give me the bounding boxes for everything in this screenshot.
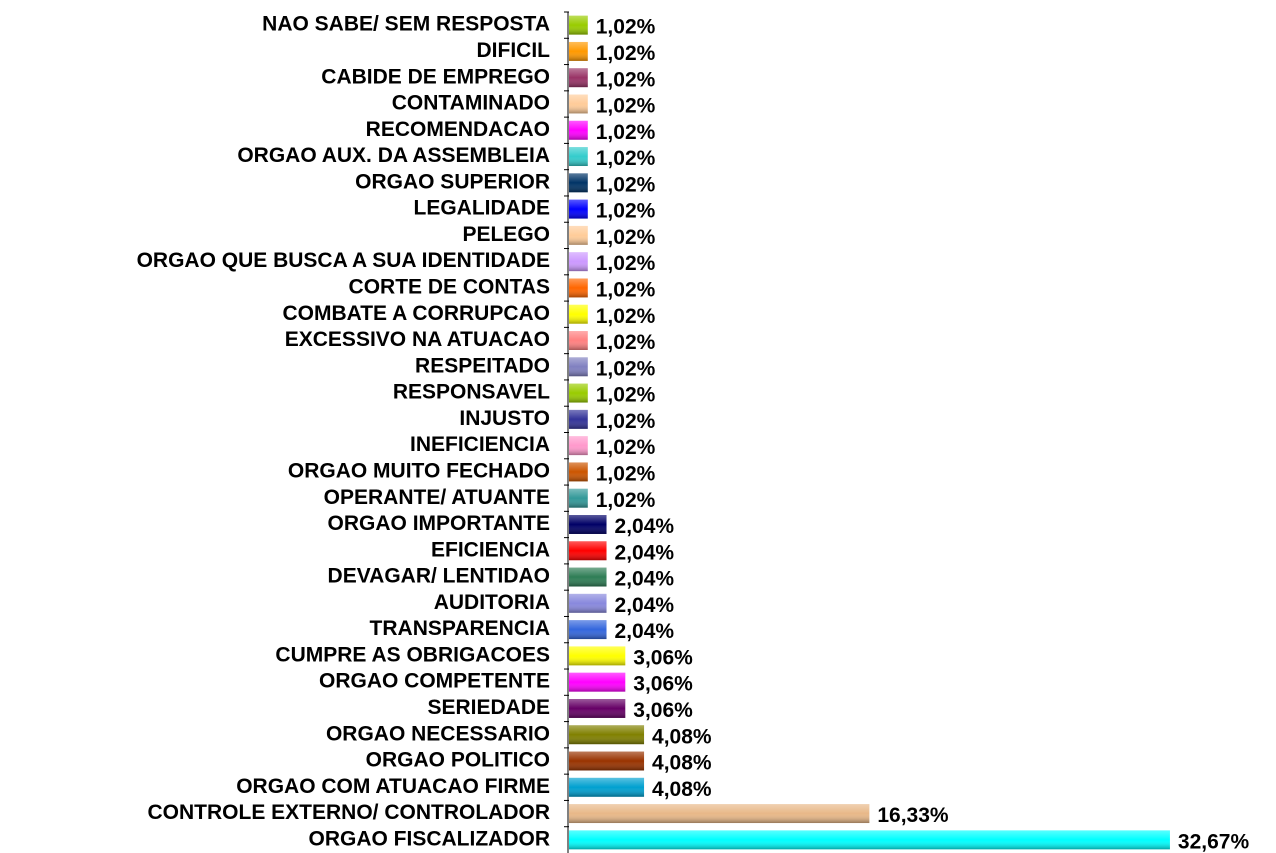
bar-shade: [569, 15, 588, 35]
bar-shade: [569, 593, 607, 613]
y-tick-label: PELEGO: [462, 223, 550, 246]
value-label: 1,02%: [596, 489, 656, 512]
bar-shade: [569, 436, 588, 456]
bar-shade: [569, 252, 588, 272]
bar-shade: [569, 41, 588, 61]
value-label: 1,02%: [596, 436, 656, 459]
value-label: 2,04%: [615, 594, 675, 617]
y-tick-label: CORTE DE CONTAS: [349, 276, 550, 299]
bar-shade: [569, 147, 588, 167]
bar-shade: [569, 462, 588, 482]
bar-shade: [569, 120, 588, 140]
value-label: 1,02%: [596, 305, 656, 328]
bar-shade: [569, 830, 1170, 850]
bar-shade: [569, 383, 588, 403]
y-tick-label: ORGAO NECESSARIO: [326, 722, 550, 745]
value-label: 4,08%: [652, 778, 712, 801]
y-tick-label: AUDITORIA: [434, 591, 550, 614]
value-label: 1,02%: [596, 384, 656, 407]
value-label: 2,04%: [615, 620, 675, 643]
bar-shade: [569, 199, 588, 219]
bar-shade: [569, 541, 607, 561]
bar-shade: [569, 409, 588, 429]
y-tick-label: OPERANTE/ ATUANTE: [324, 486, 550, 509]
bar-shade: [569, 94, 588, 114]
y-tick-label: ORGAO SUPERIOR: [355, 170, 550, 193]
value-label: 2,04%: [615, 568, 675, 591]
y-tick-label: NAO SABE/ SEM RESPOSTA: [262, 13, 550, 36]
value-label: 3,06%: [633, 646, 693, 669]
y-tick-label: TRANSPARENCIA: [370, 617, 550, 640]
value-label: 1,02%: [596, 95, 656, 118]
value-label: 3,06%: [633, 673, 693, 696]
value-label: 1,02%: [596, 331, 656, 354]
value-label: 3,06%: [633, 699, 693, 722]
bar-shade: [569, 804, 870, 824]
y-tick-label: ORGAO COMPETENTE: [319, 670, 550, 693]
bar-shade: [569, 567, 607, 587]
y-tick-label: ORGAO FISCALIZADOR: [309, 827, 551, 850]
value-label: 2,04%: [615, 541, 675, 564]
bar-shade: [569, 331, 588, 350]
bar-shade: [569, 357, 588, 377]
y-tick-label: RESPONSAVEL: [393, 381, 550, 404]
y-tick-label: LEGALIDADE: [414, 197, 551, 220]
y-tick-label: DEVAGAR/ LENTIDAO: [328, 565, 550, 588]
y-tick-label: CABIDE DE EMPREGO: [321, 65, 550, 88]
bar-shade: [569, 304, 588, 324]
y-tick-label: COMBATE A CORRUPCAO: [282, 302, 550, 325]
y-tick-label: ORGAO MUITO FECHADO: [288, 459, 550, 482]
value-label: 1,02%: [596, 121, 656, 144]
value-label: 4,08%: [652, 725, 712, 748]
bar-shade: [569, 173, 588, 193]
value-label: 1,02%: [596, 68, 656, 91]
bar-shade: [569, 488, 588, 508]
value-label: 1,02%: [596, 173, 656, 196]
bar-shade: [569, 751, 645, 771]
y-tick-label: INJUSTO: [459, 407, 550, 430]
bar-shade: [569, 620, 607, 640]
y-tick-label: SERIEDADE: [427, 696, 550, 719]
bar-shade: [569, 725, 645, 745]
value-label: 1,02%: [596, 16, 656, 39]
value-label: 1,02%: [596, 226, 656, 249]
bar-shade: [569, 777, 645, 797]
value-label: 1,02%: [596, 252, 656, 275]
y-tick-label: ORGAO IMPORTANTE: [328, 512, 550, 535]
bar-shade: [569, 672, 626, 692]
value-label: 1,02%: [596, 147, 656, 170]
bar-shade: [569, 515, 607, 534]
y-tick-label: EFICIENCIA: [431, 538, 550, 561]
y-tick-label: EXCESSIVO NA ATUACAO: [285, 328, 550, 351]
y-tick-label: DIFICIL: [477, 39, 551, 62]
value-label: 1,02%: [596, 42, 656, 65]
value-label: 32,67%: [1178, 830, 1250, 853]
y-tick-label: RESPEITADO: [415, 354, 550, 377]
y-tick-label: ORGAO COM ATUACAO FIRME: [236, 775, 550, 798]
bar-shade: [569, 225, 588, 245]
value-label: 2,04%: [615, 515, 675, 538]
y-tick-label: ORGAO POLITICO: [366, 749, 550, 772]
value-label: 4,08%: [652, 752, 712, 775]
y-tick-label: INEFICIENCIA: [410, 433, 550, 456]
y-tick-label: ORGAO AUX. DA ASSEMBLEIA: [237, 144, 550, 167]
y-tick-label: ORGAO QUE BUSCA A SUA IDENTIDADE: [137, 249, 550, 272]
bar-shade: [569, 646, 626, 666]
bar-shade: [569, 68, 588, 88]
y-tick-label: CONTROLE EXTERNO/ CONTROLADOR: [148, 801, 551, 824]
value-label: 1,02%: [596, 279, 656, 302]
bar-shade: [569, 698, 626, 718]
value-label: 1,02%: [596, 410, 656, 433]
value-label: 1,02%: [596, 200, 656, 223]
bar-shade: [569, 278, 588, 298]
value-label: 1,02%: [596, 462, 656, 485]
value-label: 1,02%: [596, 357, 656, 380]
y-tick-label: RECOMENDACAO: [366, 118, 550, 141]
y-tick-label: CONTAMINADO: [392, 92, 550, 115]
y-tick-label: CUMPRE AS OBRIGACOES: [275, 643, 550, 666]
value-label: 16,33%: [877, 804, 949, 827]
